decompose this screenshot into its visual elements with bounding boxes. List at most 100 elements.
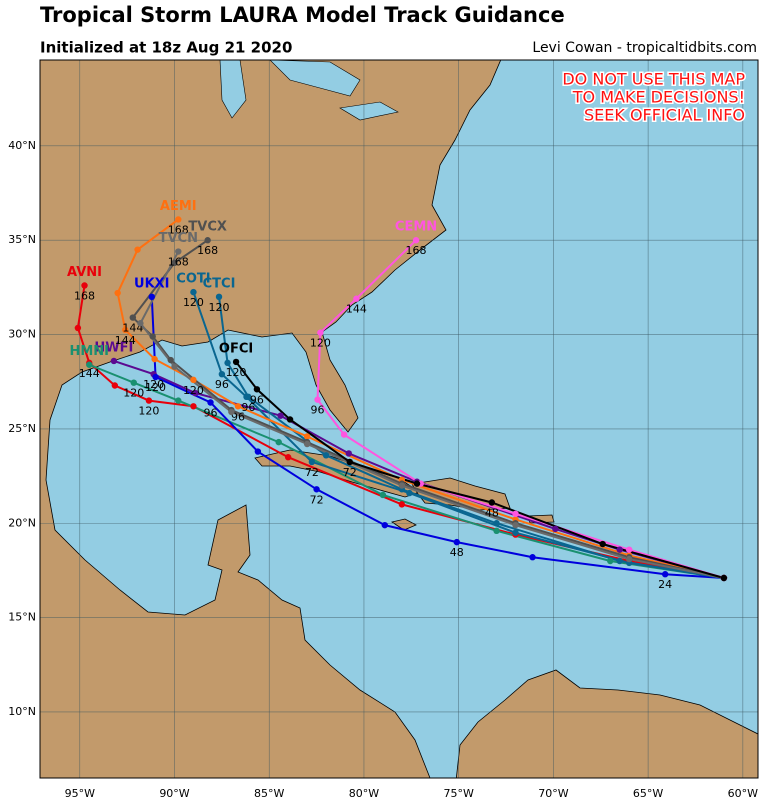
- y-tick-label: 10°N: [8, 705, 36, 718]
- forecast-hour-label: 120: [310, 337, 331, 350]
- track-point: [625, 546, 633, 553]
- track-point: [529, 554, 536, 561]
- track-point: [152, 373, 159, 381]
- track-point: [190, 403, 197, 410]
- track-point: [175, 216, 182, 223]
- track-point: [190, 288, 197, 296]
- track-line: [218, 296, 725, 579]
- title: Tropical Storm LAURA Model Track Guidanc…: [40, 3, 565, 27]
- track-point: [661, 571, 669, 578]
- track-point: [453, 538, 460, 546]
- track-line: [116, 218, 725, 579]
- track-point: [406, 489, 413, 497]
- track-point: [253, 386, 261, 393]
- track-point: [190, 376, 197, 384]
- track-point: [314, 396, 321, 403]
- subtitle: Initialized at 18z Aug 21 2020: [40, 39, 292, 57]
- jamaica: [391, 518, 417, 531]
- model-label: AVNI: [67, 265, 102, 280]
- track-point: [493, 520, 500, 527]
- forecast-hour-label: 120: [138, 405, 159, 418]
- forecast-hour-label: 120: [209, 301, 230, 314]
- track-point: [322, 452, 330, 459]
- y-tick-label: 15°N: [8, 611, 36, 624]
- south-america: [455, 669, 758, 778]
- track-point: [303, 433, 311, 440]
- track-point: [512, 510, 519, 518]
- forecast-hour-label: 96: [231, 410, 245, 423]
- track-point: [303, 440, 311, 448]
- track-point: [192, 389, 199, 397]
- forecast-hour-label: 144: [346, 303, 367, 316]
- track-point: [616, 557, 623, 565]
- x-tick-label: 75°W: [443, 787, 473, 800]
- forecast-hour-label: 168: [406, 244, 427, 257]
- track-point: [284, 454, 292, 461]
- warning-line: DO NOT USE THIS MAP: [562, 70, 745, 89]
- track-point: [111, 382, 119, 389]
- model-label: HMNI: [69, 344, 109, 359]
- forecast-hour-label: 168: [74, 289, 95, 302]
- track-point: [720, 574, 728, 582]
- model-label: COTI: [176, 272, 210, 287]
- track-point: [134, 246, 141, 253]
- grid: [40, 60, 758, 778]
- track-point: [86, 361, 93, 368]
- y-tick-label: 40°N: [8, 139, 36, 152]
- track-point: [149, 333, 156, 340]
- model-label: TVCN: [159, 231, 198, 246]
- forecast-hour-label: 24: [658, 578, 672, 591]
- track-point: [254, 448, 262, 455]
- track-point: [171, 259, 178, 267]
- forecast-hour-label: 120: [183, 296, 204, 309]
- track-point: [137, 320, 144, 327]
- track-point: [175, 248, 182, 255]
- track-point: [245, 393, 252, 401]
- forecast-hour-label: 120: [183, 384, 204, 397]
- warning-line: SEEK OFFICIAL INFO: [584, 106, 745, 125]
- model-label: UKXI: [134, 276, 170, 291]
- track-point: [512, 521, 519, 529]
- forecast-hour-label: 96: [311, 404, 325, 417]
- track-point: [207, 399, 214, 406]
- model-label: TVCX: [188, 220, 227, 235]
- forecast-hour-label: 120: [143, 378, 164, 391]
- y-tick-label: 25°N: [8, 422, 36, 435]
- north-america: [40, 60, 502, 778]
- track-point: [148, 293, 155, 301]
- track-point: [81, 282, 88, 289]
- land-layer: [40, 60, 758, 778]
- forecast-hour-label: 48: [485, 506, 499, 519]
- track-point: [110, 357, 118, 365]
- track-point: [122, 326, 129, 334]
- track-point: [493, 527, 500, 535]
- track-point: [232, 358, 240, 366]
- track-point: [218, 370, 226, 378]
- track-point: [224, 359, 231, 367]
- model-label: AEMI: [160, 199, 197, 214]
- track-point: [130, 379, 137, 386]
- forecast-hour-label: 168: [197, 244, 218, 257]
- track-point: [228, 408, 235, 416]
- track-point: [308, 458, 316, 466]
- frame: [39, 59, 759, 779]
- track-point: [345, 450, 352, 457]
- track-point: [167, 356, 174, 364]
- track-point: [512, 529, 519, 536]
- track-point: [398, 482, 406, 489]
- credit: Levi Cowan - tropicaltidbits.com: [532, 40, 757, 56]
- track-point: [616, 546, 623, 553]
- forecast-hour-label: 72: [310, 493, 324, 506]
- model-label: CTCI: [203, 276, 236, 291]
- forecast-hour-label: 120: [123, 387, 144, 400]
- track-point: [215, 293, 223, 301]
- track-point: [398, 501, 406, 508]
- track-line: [235, 361, 725, 579]
- forecast-hour-label: 144: [115, 334, 136, 347]
- forecast-hour-label: 72: [305, 466, 319, 479]
- track-point: [340, 431, 348, 438]
- x-tick-label: 95°W: [65, 787, 95, 800]
- track-point: [381, 521, 388, 529]
